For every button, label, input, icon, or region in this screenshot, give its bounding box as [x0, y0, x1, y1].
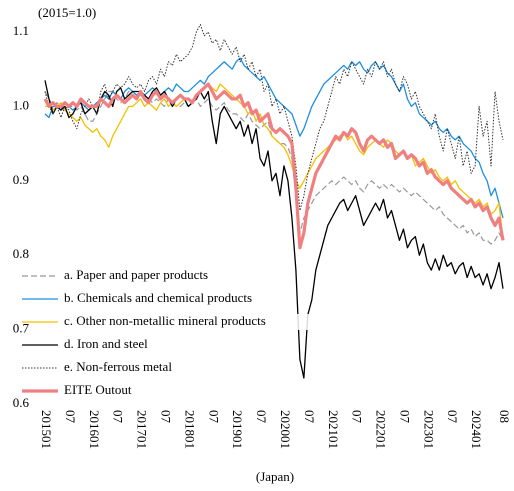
series-line [43, 82, 505, 250]
x-tick-label: 202201 [374, 410, 389, 449]
legend-label: e. Non-ferrous metal [64, 359, 172, 374]
y-tick-label: 1.1 [13, 23, 29, 38]
legend-label: b. Chemicals and chemical products [64, 290, 252, 305]
x-tick-label: 07 [254, 410, 269, 424]
x-tick-label: 202001 [278, 410, 293, 449]
legend-bg [62, 337, 177, 353]
x-tick-label: 08 [497, 410, 512, 423]
x-tick-label: 07 [63, 410, 78, 424]
legend-label: c. Other non-metallic mineral products [64, 313, 266, 328]
x-tick-label: 202301 [421, 410, 436, 449]
x-tick-label: 201901 [230, 410, 245, 449]
y-tick-label: 0.7 [13, 321, 30, 336]
y-tick-label: 0.8 [13, 246, 29, 261]
legend-bg [62, 268, 241, 284]
x-tick-label: 07 [445, 410, 460, 424]
x-tick-label: 07 [158, 410, 173, 424]
x-tick-label: 201501 [39, 410, 54, 449]
x-tick-label: 202101 [326, 410, 341, 449]
series-line [45, 83, 504, 241]
y-tick-label: 0.6 [13, 395, 30, 410]
x-tick-label: 07 [111, 410, 126, 424]
x-tick-label: 07 [350, 410, 365, 424]
legend-label: a. Paper and paper products [64, 267, 208, 282]
legend-label: EITE Outout [64, 382, 132, 397]
x-tick-label: 202401 [469, 410, 484, 449]
x-tick-label: 07 [397, 410, 412, 424]
legend-label: d. Iron and steel [64, 336, 148, 351]
series-line [44, 24, 504, 212]
y-tick-label: 0.9 [13, 172, 29, 187]
x-tick-label: 201701 [135, 410, 150, 449]
x-tick-label: 201801 [182, 410, 197, 449]
x-axis-title: (Japan) [256, 469, 294, 484]
y-tick-label: 1.0 [13, 97, 29, 112]
series-line [44, 80, 504, 379]
legend-bg [62, 360, 196, 376]
unit-note: (2015=1.0) [38, 5, 96, 20]
x-tick-label: 201601 [87, 410, 102, 449]
x-tick-label: 07 [206, 410, 221, 424]
x-tick-label: 07 [302, 410, 317, 424]
legend-bg [62, 291, 286, 307]
legend-bg [62, 314, 312, 330]
series-line [44, 90, 504, 245]
legend-bg [62, 383, 139, 399]
